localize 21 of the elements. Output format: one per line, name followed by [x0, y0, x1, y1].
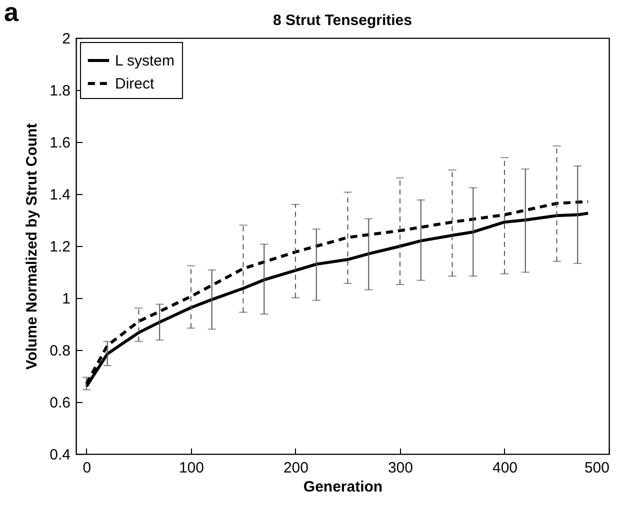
y-tick-label: 1.4 — [50, 186, 70, 204]
y-tick-label: 0.6 — [50, 394, 70, 412]
y-tick-label: 2 — [62, 30, 70, 48]
text: a — [4, 0, 19, 27]
y-axis-title: Volume Normalized by Strut Count — [24, 123, 41, 370]
x-tick-label: 300 — [388, 460, 413, 476]
legend-label: Direct — [115, 76, 155, 92]
x-tick-label: 100 — [178, 460, 204, 476]
x-tick-label: 200 — [283, 460, 308, 476]
x-tick-label: 400 — [492, 460, 518, 476]
chart-title: 8 Strut Tensegrities — [273, 12, 412, 29]
y-tick-label: 1.2 — [50, 238, 70, 256]
x-axis-title: Generation — [303, 478, 383, 496]
y-tick-label: 1.6 — [50, 134, 70, 152]
y-tick-label: 1 — [62, 290, 70, 308]
legend-label: L system — [115, 52, 174, 70]
y-tick-label: 0.8 — [50, 342, 70, 360]
y-tick-label: 0.4 — [50, 446, 70, 464]
y-tick-label: 1.8 — [50, 82, 70, 100]
x-tick-label: 500 — [584, 460, 610, 476]
x-tick-label: 0 — [82, 460, 92, 476]
